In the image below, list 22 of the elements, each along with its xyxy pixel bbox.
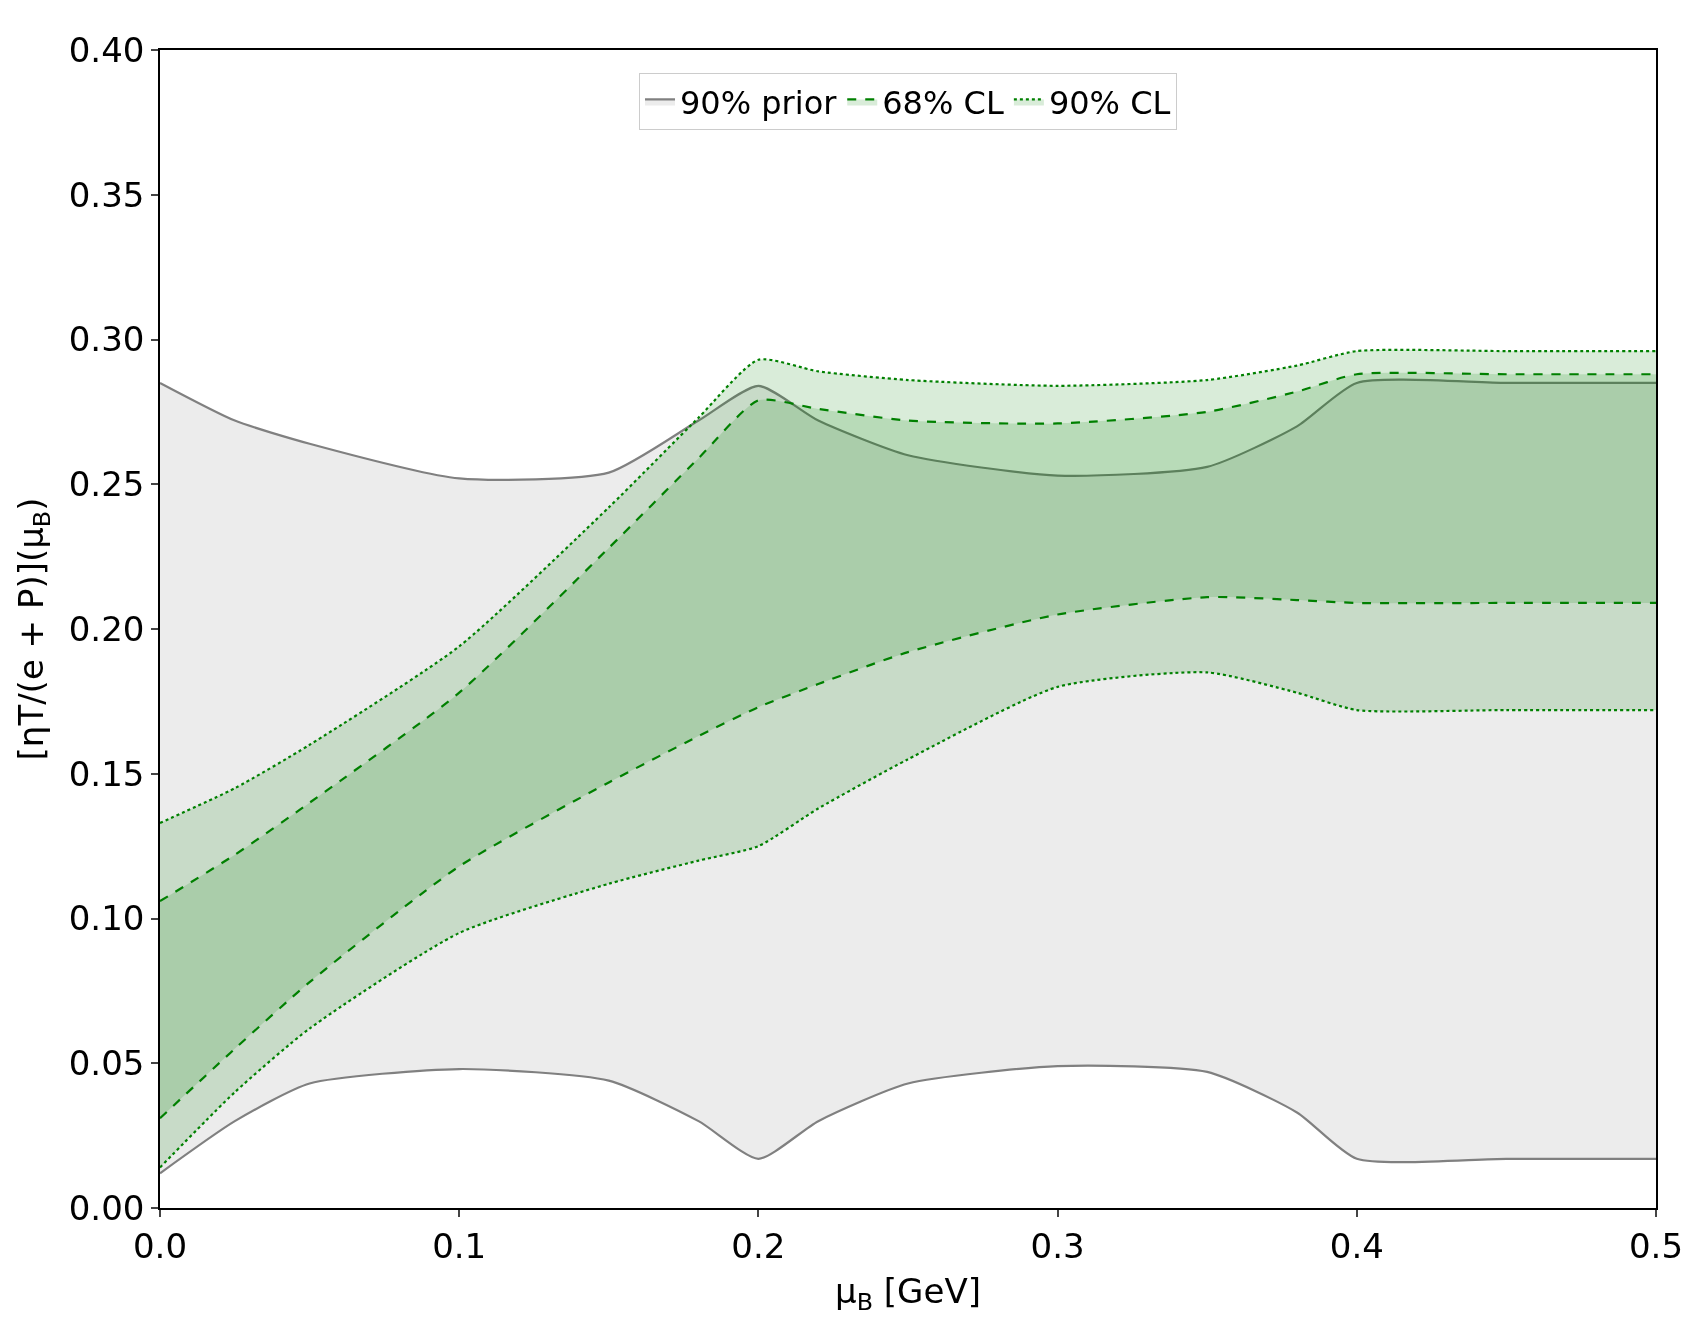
y-tick-label: 0.40	[68, 29, 145, 70]
legend-label: 68% CL	[882, 83, 1004, 122]
x-tick-label: 0.3	[1030, 1225, 1085, 1266]
y-tick-label: 0.10	[68, 898, 145, 939]
x-tick-label: 0.0	[132, 1225, 188, 1266]
y-tick-label: 0.35	[68, 174, 145, 215]
y-tick-label: 0.00	[68, 1187, 145, 1228]
x-axis-title: μ$_{B}$ [GeV]	[835, 1271, 981, 1317]
y-tick-label: 0.05	[68, 1043, 145, 1084]
line-series	[160, 671, 1656, 1169]
legend-label: 90% prior	[680, 83, 838, 122]
y-tick-label: 0.30	[68, 319, 145, 360]
line-series	[160, 596, 1656, 1120]
x-tick-label: 0.1	[432, 1225, 487, 1266]
y-tick-label: 0.25	[68, 464, 145, 505]
legend-label: 90% CL	[1048, 83, 1171, 122]
line-series	[160, 1064, 1656, 1175]
x-tick-label: 0.2	[731, 1225, 786, 1266]
y-tick-label: 0.20	[68, 608, 145, 649]
x-tick-label: 0.4	[1329, 1225, 1384, 1266]
y-tick-label: 0.15	[68, 753, 145, 794]
x-tick-label: 0.5	[1628, 1225, 1684, 1266]
